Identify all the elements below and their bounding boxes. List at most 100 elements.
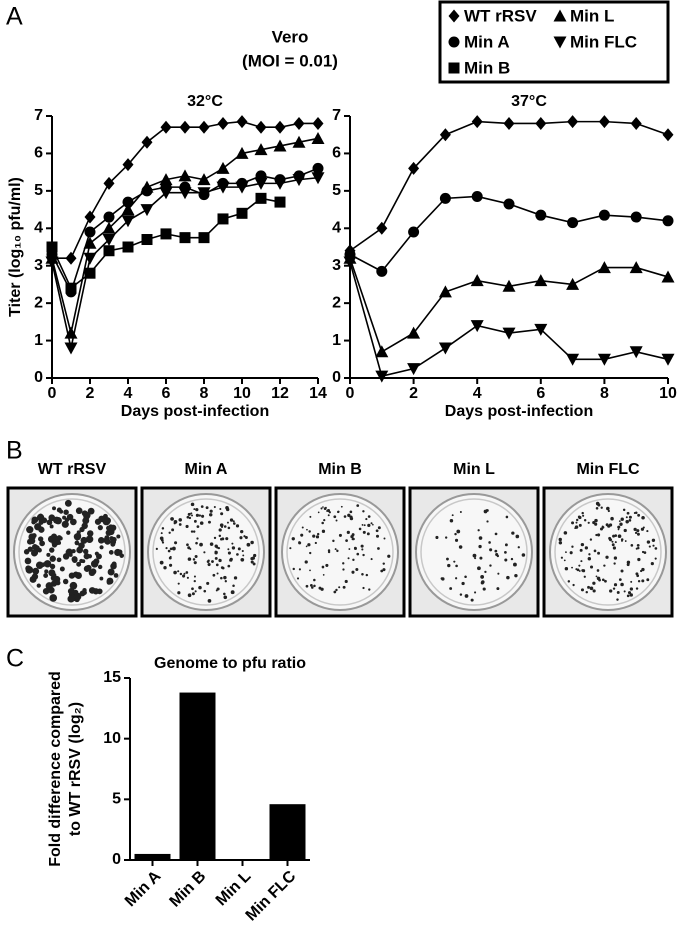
x-tick-label: Min L [213, 868, 255, 910]
plaque [186, 515, 190, 519]
plaque [604, 579, 607, 583]
plaque [27, 546, 33, 552]
plaque [218, 558, 221, 561]
x-tick-label: 4 [124, 385, 133, 402]
plaque [74, 540, 80, 546]
plaque [119, 553, 125, 558]
plaque [298, 541, 301, 543]
plaque [51, 533, 58, 540]
data-point [311, 172, 325, 185]
plaque [51, 572, 57, 578]
plaque [334, 548, 337, 551]
plaque [223, 575, 227, 580]
plaque [207, 562, 211, 567]
plaque [435, 535, 439, 540]
plaque [342, 568, 345, 571]
plaque [114, 548, 122, 557]
data-point [121, 215, 135, 228]
plaque [177, 570, 180, 573]
plaque [242, 554, 245, 557]
plaque [635, 572, 639, 576]
plaque [99, 576, 104, 581]
plaque [464, 575, 467, 579]
data-point [630, 211, 642, 223]
plaque [485, 509, 488, 512]
plaque [232, 584, 235, 588]
data-point [235, 181, 249, 194]
plaque [207, 599, 212, 603]
plaque [458, 545, 463, 549]
plaque [622, 508, 626, 512]
plaque [83, 511, 91, 519]
data-point [630, 116, 642, 130]
data-point [566, 353, 580, 366]
plaque [646, 540, 651, 544]
plaque [64, 499, 72, 507]
plaque [206, 560, 210, 564]
data-point [407, 326, 421, 339]
plaque [211, 560, 214, 563]
plaque [69, 518, 77, 526]
plaque [464, 594, 469, 598]
data-point [84, 226, 96, 238]
plaque [480, 575, 485, 579]
plaque [57, 540, 62, 545]
plaque [367, 515, 371, 518]
plaque [474, 557, 477, 560]
plaque [367, 523, 371, 528]
plaque [229, 518, 234, 522]
plaque [612, 587, 616, 590]
plaque [587, 557, 592, 561]
plaque [26, 538, 33, 545]
plaque [225, 537, 229, 541]
plaque [298, 568, 301, 571]
plaque [320, 507, 323, 510]
plaque [347, 513, 351, 517]
plaque [630, 580, 633, 583]
chart-title: 32°C [187, 93, 223, 110]
plaque [506, 575, 510, 580]
plaque [108, 524, 114, 529]
plaque [323, 519, 326, 522]
plaque [187, 546, 191, 550]
plaque [244, 535, 248, 539]
y-tick-label: 0 [332, 369, 341, 386]
plaque [25, 565, 32, 572]
data-point [629, 261, 643, 274]
plaque [449, 519, 454, 523]
legend-label: Min B [464, 58, 510, 77]
plaque [350, 534, 354, 539]
plaque [453, 560, 456, 563]
plaque [375, 534, 380, 538]
plaque [623, 528, 627, 533]
plaque [227, 551, 231, 555]
plate-rim [420, 498, 528, 606]
plaque [49, 547, 55, 553]
plaque [326, 509, 331, 513]
bar [269, 804, 306, 860]
legend-label: Min FLC [570, 32, 637, 51]
plaque [616, 598, 619, 601]
series-line [349, 120, 669, 252]
plaque [104, 535, 110, 541]
plaque [449, 587, 453, 590]
plaque [325, 563, 329, 567]
plaque [170, 517, 174, 521]
legend-label: WT rRSV [464, 6, 537, 25]
plaque [654, 547, 658, 550]
x-tick-label: 8 [200, 385, 209, 402]
data-point [312, 162, 324, 174]
plaque [31, 533, 37, 538]
panel-label: B [6, 437, 23, 465]
plate-label: Min A [185, 461, 228, 478]
plaque [107, 568, 115, 576]
cell-line: Vero [272, 27, 309, 46]
plaque [40, 562, 46, 567]
plaque [637, 580, 641, 583]
y-tick-label: 6 [332, 145, 341, 162]
plaque [240, 530, 244, 534]
plaque [494, 532, 498, 536]
plaque [618, 578, 622, 582]
plaque [454, 538, 459, 542]
plaque [199, 521, 204, 525]
